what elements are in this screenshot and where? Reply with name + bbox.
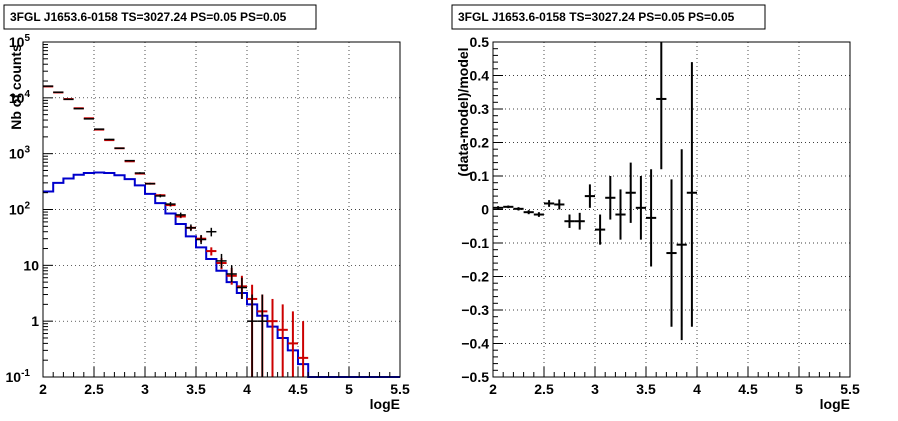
y-tick-label: 0.5 (470, 34, 490, 50)
x-tick-label: 4.5 (288, 381, 308, 397)
y-tick-label: 0.1 (470, 168, 490, 184)
x-tick-label: 3.5 (186, 381, 206, 397)
x-tick-label: 5.5 (390, 381, 410, 397)
x-tick-label: 2.5 (84, 381, 104, 397)
x-tick-label: 5 (795, 381, 803, 397)
left-title: 3FGL J1653.6-0158 TS=3027.24 PS=0.05 PS=… (10, 10, 287, 24)
left-x-axis-label: logE (370, 396, 400, 412)
y-tick-label: 1 (31, 313, 39, 329)
x-tick-label: 4.5 (738, 381, 758, 397)
y-tick-label: 0 (481, 202, 489, 218)
x-tick-label: 3 (141, 381, 149, 397)
y-tick-label: 0.3 (470, 101, 490, 117)
y-tick-label: −0.2 (461, 269, 489, 285)
y-tick-exponent: -1 (21, 368, 30, 379)
right-title-box (451, 4, 766, 30)
y-tick-exponent: 5 (24, 33, 30, 44)
y-tick-exponent: 4 (24, 89, 30, 100)
left-title-box (3, 4, 317, 30)
y-tick-label: 0.4 (470, 68, 490, 84)
y-tick-exponent: 2 (24, 201, 30, 212)
y-tick-label: −0.5 (461, 369, 489, 385)
left-series-black (43, 85, 268, 377)
y-tick-label: −0.3 (461, 302, 489, 318)
x-tick-label: 3.5 (636, 381, 656, 397)
x-tick-label: 2 (39, 381, 47, 397)
x-tick-label: 5 (345, 381, 353, 397)
right-title: 3FGL J1653.6-0158 TS=3027.24 PS=0.05 PS=… (458, 10, 735, 24)
right-x-axis-label: logE (820, 396, 850, 412)
y-tick-label: −0.1 (461, 235, 489, 251)
right-axis-ticks: 2 2.5 3 3.5 4 4.5 5 5.5 −0.5 −0.4 −0.3 −0.2 −0.1 0 0.1… (461, 34, 860, 397)
y-tick-exponent: 3 (24, 145, 30, 156)
model-histogram-line (43, 171, 400, 378)
left-series-blue (43, 171, 400, 378)
y-tick-label: 10 (23, 257, 39, 273)
right-series-residuals (493, 42, 697, 341)
x-tick-label: 5.5 (840, 381, 860, 397)
x-tick-label: 4 (243, 381, 251, 397)
x-tick-label: 3 (591, 381, 599, 397)
x-tick-label: 4 (693, 381, 701, 397)
x-tick-label: 2 (489, 381, 497, 397)
y-tick-label: −0.4 (461, 336, 489, 352)
right-chart: 2 2.5 3 3.5 4 4.5 5 5.5 −0.5 −0.4 −0.3 −0.2 −0.1 0 0.1… (451, 4, 860, 412)
left-y-axis-label: Nb of counts (8, 44, 24, 130)
right-y-axis-label: (data-model)/model (455, 47, 471, 176)
y-tick-label: 0.2 (470, 135, 490, 151)
x-tick-label: 2.5 (534, 381, 554, 397)
